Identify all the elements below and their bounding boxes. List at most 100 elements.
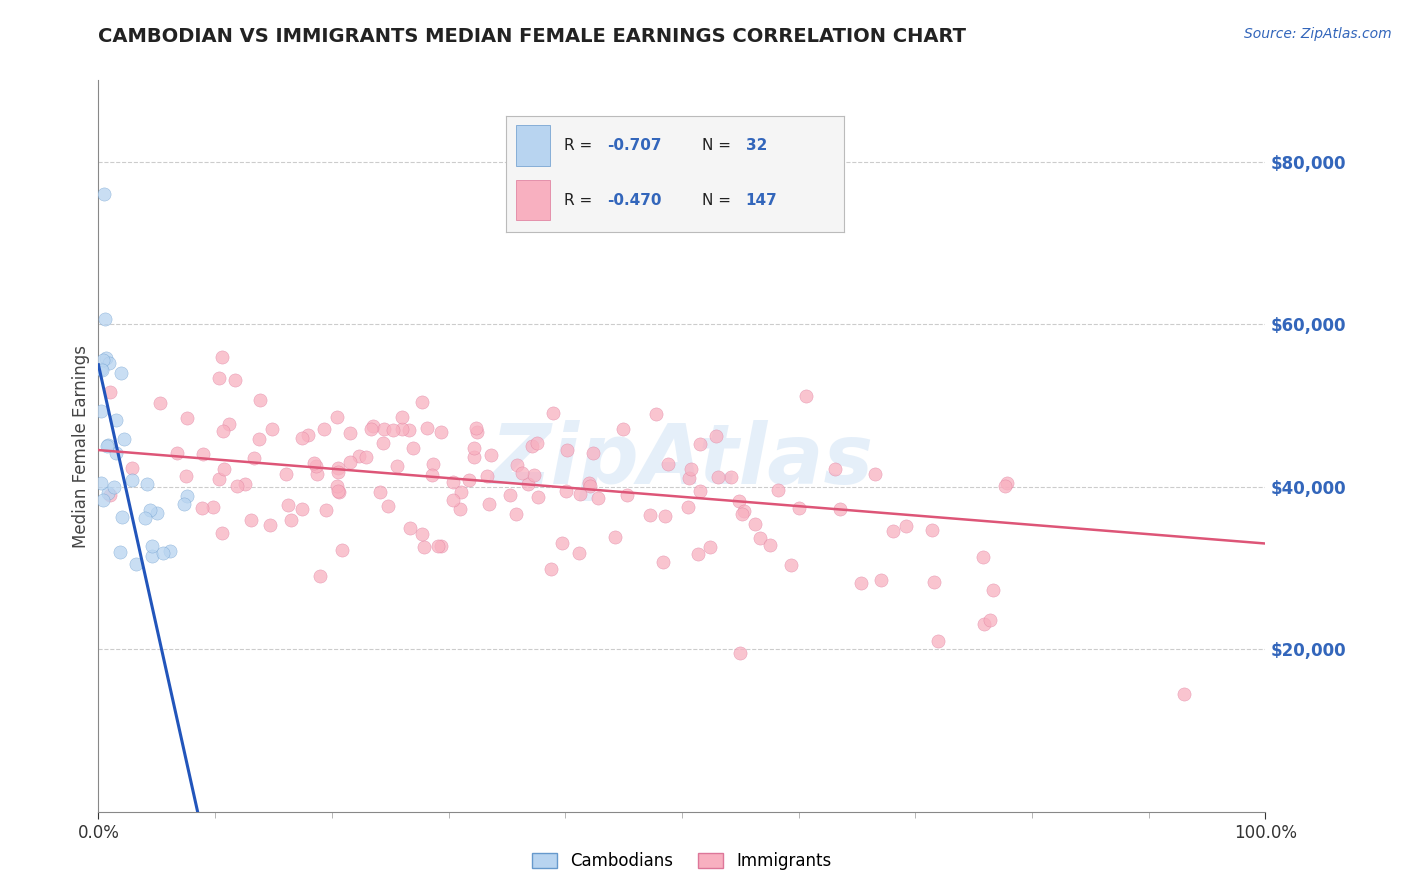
Point [449, 501, 471, 516]
Point [224, 373, 246, 387]
Point [686, 547, 709, 561]
Point [475, 469, 498, 483]
Point [498, 488, 520, 502]
Point [733, 504, 755, 518]
Point [657, 457, 679, 471]
Point [90, 361, 112, 376]
Point [360, 422, 382, 436]
Text: CAMBODIAN VS IMMIGRANTS MEDIAN FEMALE EARNINGS CORRELATION CHART: CAMBODIAN VS IMMIGRANTS MEDIAN FEMALE EA… [98, 27, 966, 45]
Point [748, 531, 770, 545]
Point [202, 500, 225, 514]
Point [371, 435, 394, 450]
Point [526, 490, 548, 504]
Point [505, 507, 527, 521]
Point [235, 476, 257, 491]
Point [402, 441, 425, 455]
Point [578, 479, 600, 493]
Point [96, 351, 118, 365]
Point [420, 468, 443, 483]
Point [441, 493, 464, 508]
Point [368, 485, 391, 500]
Point [463, 441, 485, 455]
Point [676, 500, 699, 515]
Point [159, 544, 181, 558]
Point [176, 490, 198, 504]
Point [141, 549, 163, 563]
Point [297, 427, 319, 442]
Text: 147: 147 [745, 193, 778, 208]
Point [981, 582, 1004, 597]
Point [347, 449, 370, 463]
Point [924, 575, 946, 590]
Text: -0.707: -0.707 [607, 138, 662, 153]
Point [569, 487, 592, 501]
Point [312, 422, 335, 436]
Point [91, 352, 114, 367]
Point [97, 486, 120, 500]
Point [616, 488, 638, 502]
Point [678, 470, 700, 484]
Point [212, 462, 235, 476]
Text: N =: N = [702, 193, 735, 208]
Point [411, 527, 433, 541]
Point [654, 508, 676, 523]
Point [134, 511, 156, 525]
Point [582, 446, 605, 460]
Point [869, 573, 891, 587]
Point [105, 446, 128, 460]
Point [689, 484, 711, 499]
Point [90, 475, 112, 490]
Point [280, 512, 302, 526]
Point [391, 422, 413, 436]
Point [927, 634, 949, 648]
Point [863, 467, 886, 481]
Point [699, 540, 721, 554]
Point [612, 422, 634, 436]
Point [226, 478, 249, 492]
Point [541, 406, 564, 420]
Point [190, 500, 212, 515]
Point [1173, 687, 1195, 701]
Point [995, 476, 1018, 491]
Point [555, 484, 578, 499]
Point [523, 468, 546, 483]
Point [121, 461, 143, 475]
Point [98, 488, 121, 502]
Point [586, 491, 609, 505]
Text: -0.470: -0.470 [607, 193, 662, 208]
Point [441, 475, 464, 490]
Point [149, 396, 172, 410]
Point [457, 473, 479, 487]
Point [526, 436, 548, 450]
Point [328, 485, 350, 500]
Point [640, 508, 662, 522]
Point [173, 497, 195, 511]
Point [141, 539, 163, 553]
Point [720, 470, 742, 484]
Point [291, 431, 314, 445]
Point [578, 475, 600, 490]
Point [97, 438, 120, 452]
Point [824, 461, 846, 475]
Point [110, 367, 132, 381]
Point [91, 493, 114, 508]
Point [121, 473, 143, 487]
Point [429, 539, 451, 553]
Point [326, 465, 349, 479]
Point [315, 503, 337, 517]
Y-axis label: Median Female Earnings: Median Female Earnings [72, 344, 90, 548]
Point [108, 545, 131, 559]
Point [112, 433, 135, 447]
Point [780, 558, 803, 573]
Point [90, 404, 112, 418]
Point [326, 410, 349, 425]
Point [260, 421, 283, 435]
Point [211, 350, 233, 364]
Point [412, 541, 434, 555]
Point [505, 458, 527, 473]
Point [689, 437, 711, 451]
Point [972, 550, 994, 565]
Point [430, 425, 453, 439]
Point [249, 392, 271, 407]
Point [828, 501, 851, 516]
